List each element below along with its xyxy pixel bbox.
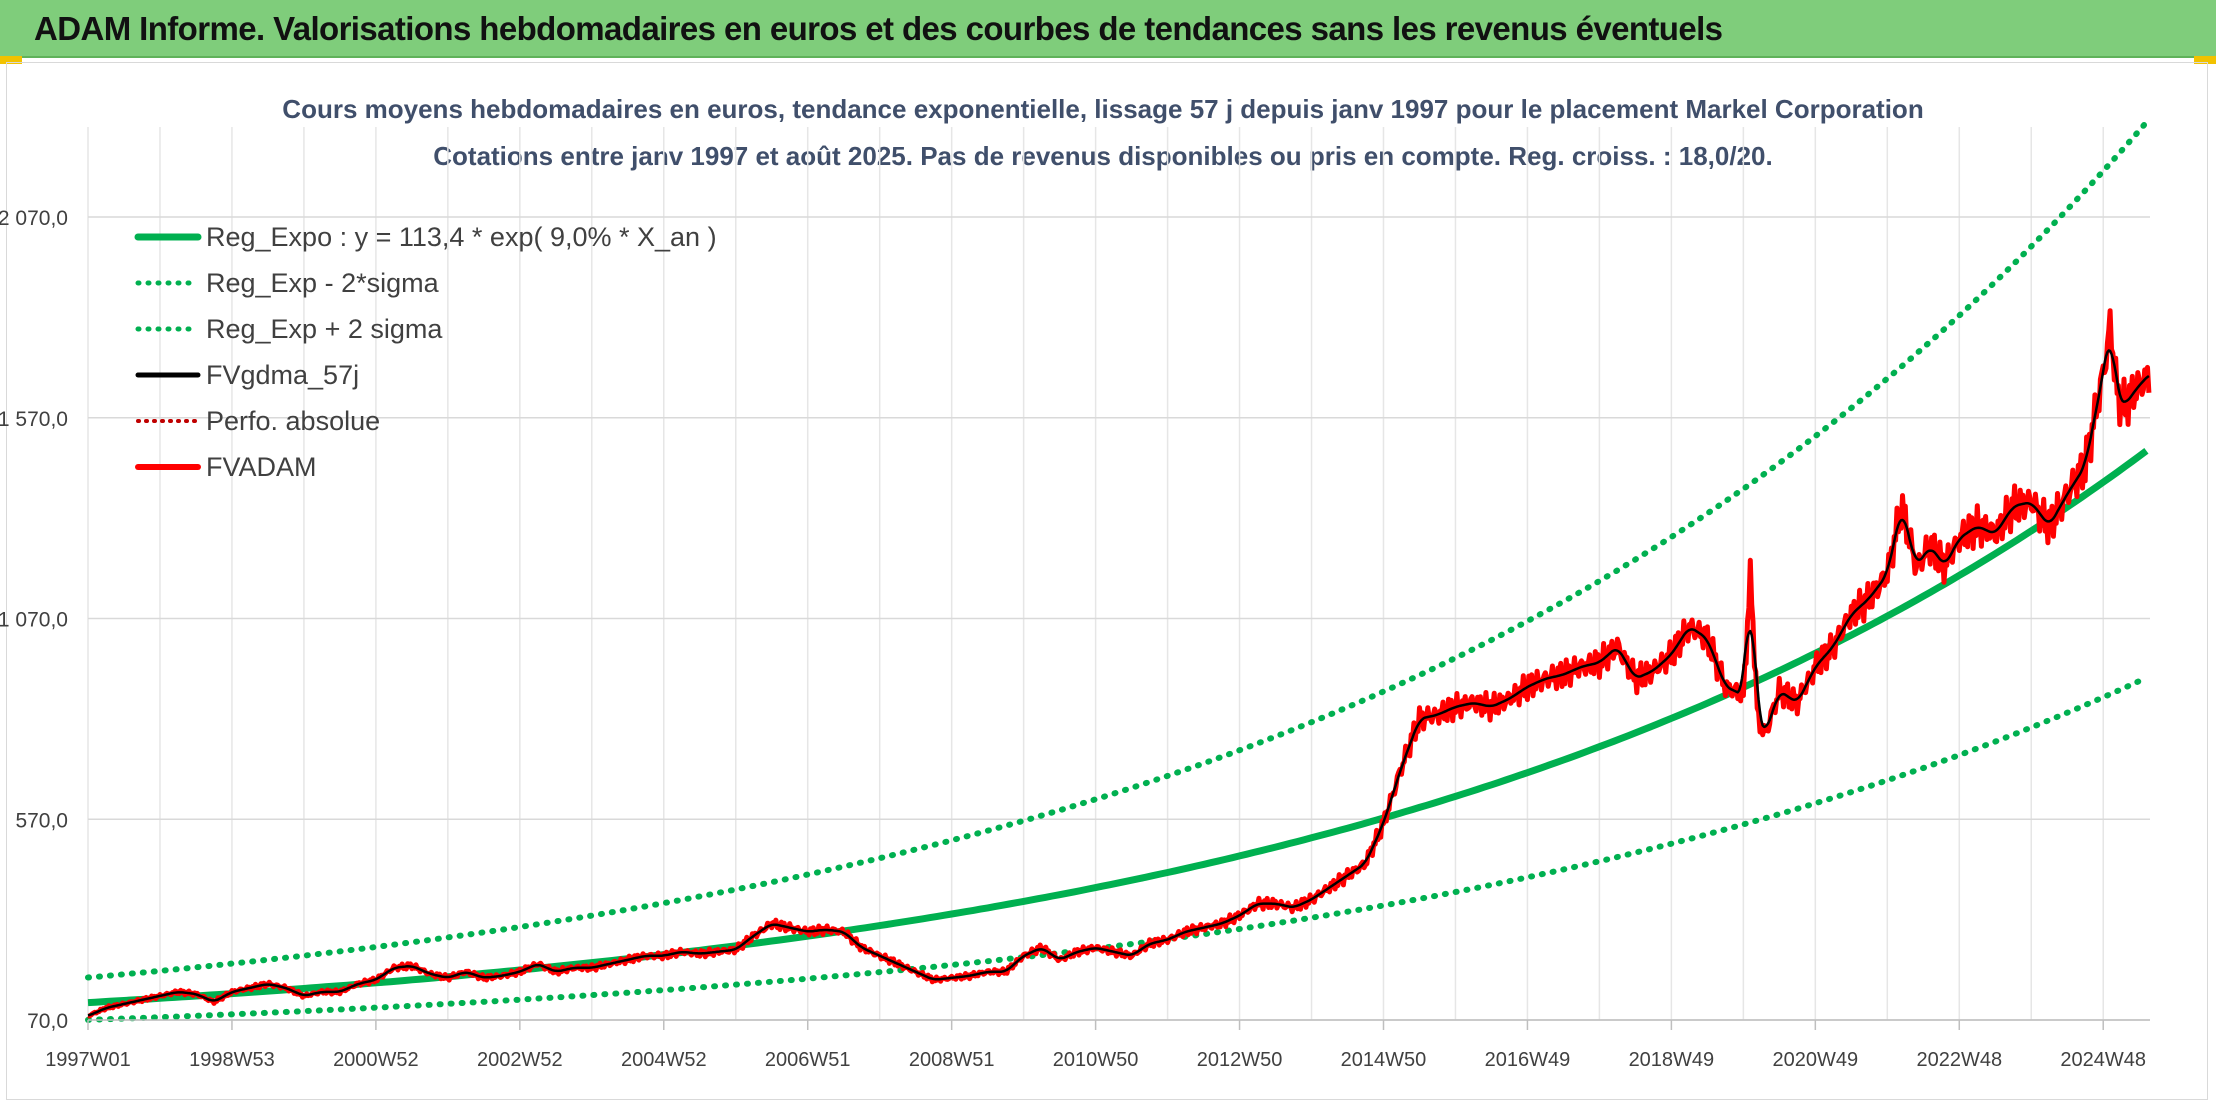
y-tick-label: 570,0	[15, 809, 68, 832]
legend-reg-exp-plus-label: Reg_Exp + 2 sigma	[206, 314, 443, 344]
legend-reg-expo-label: Reg_Expo : y = 113,4 * exp( 9,0% * X_an …	[206, 222, 717, 252]
series-reg-exp-minus-2sigma	[85, 674, 2150, 1023]
series-fvgdma-57j	[87, 349, 2150, 1017]
header-banner: ADAM Informe. Valorisations hebdomadaire…	[0, 0, 2216, 58]
x-tick-label: 2022W48	[1916, 1049, 2002, 1071]
corner-mark-left	[0, 56, 22, 64]
corner-mark-right	[2194, 56, 2216, 64]
legend-perfo-absolue-label: Perfo. absolue	[206, 406, 380, 436]
y-tick-label: 1 570,0	[0, 408, 68, 431]
x-tick-label: 2012W50	[1197, 1049, 1283, 1071]
x-tick-label: 1997W01	[45, 1049, 131, 1071]
legend-fvadam-label: FVADAM	[206, 452, 317, 482]
series-reg-exp-plus-2sigma	[85, 119, 2150, 981]
y-tick-label: 1 070,0	[0, 609, 68, 632]
x-tick-label: 2010W50	[1053, 1049, 1139, 1071]
x-tick-label: 2018W49	[1629, 1049, 1715, 1071]
x-tick-label: 2000W52	[333, 1049, 419, 1071]
axes: 70,0 570,0 1 070,0 1 570,0 2 070,0 1997W01 199…	[0, 207, 2150, 1071]
chart-title: Cours moyens hebdomadaires en euros, ten…	[282, 94, 1923, 124]
chart-frame	[6, 62, 2208, 1100]
series-fvadam	[86, 308, 2152, 1019]
y-tick-label: 70,0	[27, 1010, 68, 1033]
x-tick-label: 2014W50	[1341, 1049, 1427, 1071]
chart-subtitle: Cotations entre janv 1997 et août 2025. …	[433, 141, 1772, 171]
x-tick-label: 2024W48	[2060, 1049, 2146, 1071]
legend-reg-exp-minus-label: Reg_Exp - 2*sigma	[206, 268, 440, 298]
x-tick-label: 1998W53	[189, 1049, 275, 1071]
series-reg-expo	[87, 447, 2149, 1007]
legend: Reg_Expo : y = 113,4 * exp( 9,0% * X_an …	[134, 222, 717, 482]
y-tick-label: 2 070,0	[0, 207, 68, 230]
x-tick-label: 2006W51	[765, 1049, 851, 1071]
x-tick-label: 2020W49	[1773, 1049, 1859, 1071]
x-tick-label: 2008W51	[909, 1049, 995, 1071]
x-tick-label: 2002W52	[477, 1049, 563, 1071]
page-title: ADAM Informe. Valorisations hebdomadaire…	[34, 10, 1723, 47]
legend-fvgdma-label: FVgdma_57j	[206, 360, 359, 390]
x-tick-label: 2004W52	[621, 1049, 707, 1071]
x-tick-label: 2016W49	[1485, 1049, 1571, 1071]
series-layer	[85, 119, 2152, 1023]
